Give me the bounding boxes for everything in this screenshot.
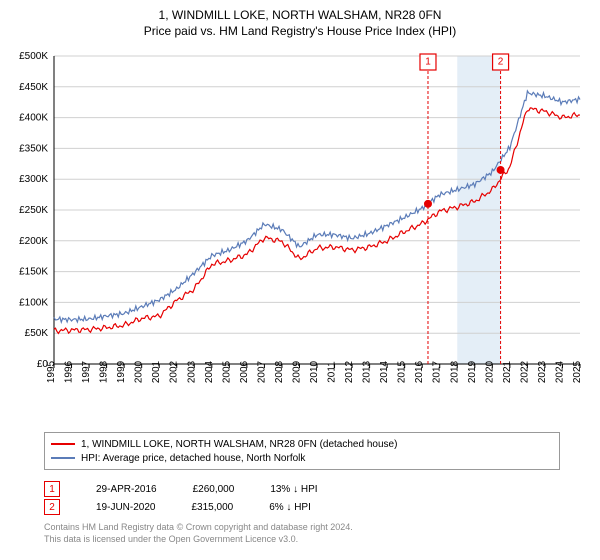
legend-label-1: 1, WINDMILL LOKE, NORTH WALSHAM, NR28 0F…	[81, 439, 397, 450]
svg-text:2003: 2003	[186, 360, 197, 383]
event-price-1: £260,000	[193, 484, 235, 495]
event-price-2: £315,000	[191, 502, 233, 513]
event-tag-1: 1	[44, 481, 60, 497]
svg-text:2: 2	[498, 57, 504, 68]
svg-text:2022: 2022	[519, 360, 530, 383]
svg-text:2013: 2013	[362, 360, 373, 383]
svg-text:£150K: £150K	[19, 267, 48, 278]
svg-text:1998: 1998	[99, 360, 110, 383]
svg-text:£300K: £300K	[19, 174, 48, 185]
event-date-1: 29-APR-2016	[96, 484, 157, 495]
svg-text:2010: 2010	[309, 360, 320, 383]
svg-text:2005: 2005	[221, 360, 232, 383]
svg-text:2009: 2009	[291, 360, 302, 383]
legend-swatch-2	[51, 457, 75, 459]
svg-text:2012: 2012	[344, 360, 355, 383]
title-sub: Price paid vs. HM Land Registry's House …	[0, 24, 600, 38]
svg-text:2011: 2011	[327, 361, 338, 383]
svg-text:2019: 2019	[467, 360, 478, 383]
svg-text:2001: 2001	[151, 360, 162, 383]
legend-box: 1, WINDMILL LOKE, NORTH WALSHAM, NR28 0F…	[44, 432, 560, 470]
event-row-1: 1 29-APR-2016 £260,000 13% ↓ HPI	[44, 480, 560, 498]
legend-swatch-1	[51, 443, 75, 445]
svg-text:2024: 2024	[554, 360, 565, 383]
legend-label-2: HPI: Average price, detached house, Nort…	[81, 453, 305, 464]
svg-text:2023: 2023	[537, 360, 548, 383]
event-delta-2: 6% ↓ HPI	[269, 502, 311, 513]
svg-text:2017: 2017	[432, 360, 443, 383]
chart-area: £0£50K£100K£150K£200K£250K£300K£350K£400…	[10, 44, 590, 424]
svg-text:2014: 2014	[379, 360, 390, 383]
event-delta-1: 13% ↓ HPI	[270, 484, 317, 495]
event-tag-2: 2	[44, 499, 60, 515]
svg-text:£50K: £50K	[25, 328, 49, 339]
svg-text:1: 1	[425, 57, 431, 68]
footer-line-1: Contains HM Land Registry data © Crown c…	[44, 522, 560, 534]
svg-text:2025: 2025	[572, 360, 583, 383]
event-date-2: 19-JUN-2020	[96, 502, 155, 513]
title-main: 1, WINDMILL LOKE, NORTH WALSHAM, NR28 0F…	[0, 8, 600, 22]
svg-text:2007: 2007	[256, 360, 267, 383]
svg-text:1997: 1997	[81, 360, 92, 383]
svg-text:1995: 1995	[46, 360, 57, 383]
legend-row-2: HPI: Average price, detached house, Nort…	[51, 451, 553, 465]
title-block: 1, WINDMILL LOKE, NORTH WALSHAM, NR28 0F…	[0, 0, 600, 38]
svg-text:1999: 1999	[116, 360, 127, 383]
svg-text:2015: 2015	[397, 360, 408, 383]
svg-text:2008: 2008	[274, 360, 285, 383]
svg-text:£400K: £400K	[19, 113, 48, 124]
svg-text:£250K: £250K	[19, 205, 48, 216]
footer-line-2: This data is licensed under the Open Gov…	[44, 534, 560, 546]
events-table: 1 29-APR-2016 £260,000 13% ↓ HPI 2 19-JU…	[44, 480, 560, 516]
svg-text:£500K: £500K	[19, 51, 48, 62]
svg-text:2018: 2018	[449, 360, 460, 383]
svg-text:2000: 2000	[134, 360, 145, 383]
svg-text:£100K: £100K	[19, 297, 48, 308]
event-row-2: 2 19-JUN-2020 £315,000 6% ↓ HPI	[44, 498, 560, 516]
svg-text:1996: 1996	[64, 360, 75, 383]
footer: Contains HM Land Registry data © Crown c…	[44, 522, 560, 545]
legend-row-1: 1, WINDMILL LOKE, NORTH WALSHAM, NR28 0F…	[51, 437, 553, 451]
svg-text:2020: 2020	[484, 360, 495, 383]
svg-text:2002: 2002	[169, 360, 180, 383]
svg-text:2016: 2016	[414, 360, 425, 383]
svg-text:2006: 2006	[239, 360, 250, 383]
chart-container: 1, WINDMILL LOKE, NORTH WALSHAM, NR28 0F…	[0, 0, 600, 560]
plot-svg: £0£50K£100K£150K£200K£250K£300K£350K£400…	[10, 44, 590, 424]
svg-text:2021: 2021	[502, 360, 513, 383]
svg-text:2004: 2004	[204, 360, 215, 383]
svg-text:£200K: £200K	[19, 236, 48, 247]
svg-text:£450K: £450K	[19, 82, 48, 93]
svg-text:£350K: £350K	[19, 143, 48, 154]
